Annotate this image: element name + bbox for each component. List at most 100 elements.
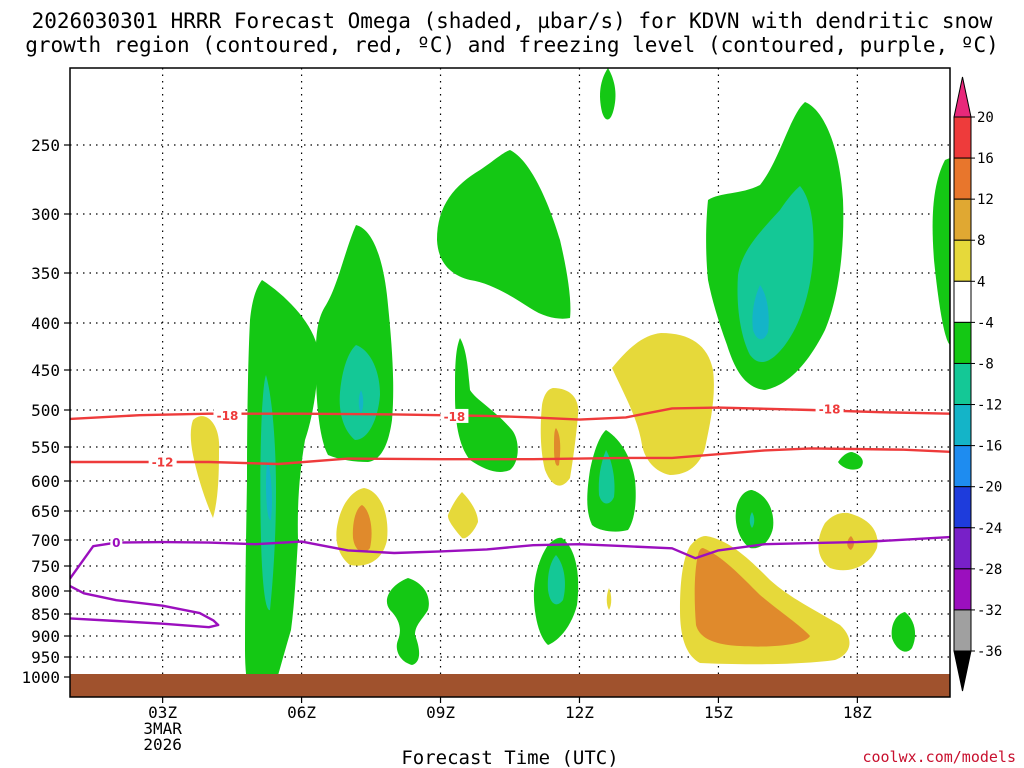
y-tick-label: 400 [31,314,60,333]
colorbar-swatch [953,445,972,488]
contour-label: -18 [217,409,239,423]
colorbar-label: -16 [977,439,1002,455]
y-tick-label: 750 [31,557,60,576]
colorbar-swatch [953,527,972,570]
omega-negative-region [598,450,615,504]
contour-label: -18 [819,402,841,416]
omega-negative-region [386,578,429,665]
x-tick-sublabel: 3MAR [143,719,182,738]
y-tick-label: 800 [31,582,60,601]
x-tick-sublabel: 2026 [143,735,182,754]
omega-negative-region [245,280,318,697]
colorbar-label: -12 [977,398,1002,414]
colorbar-label: 16 [977,151,994,167]
gridlines [70,68,950,697]
colorbar-label: -28 [977,562,1002,578]
colorbar-label: -20 [977,480,1002,496]
colorbar-swatch [953,321,972,364]
omega-positive-region [190,416,220,518]
ground-edge [70,674,950,680]
y-tick-label: 850 [31,605,60,624]
y-tick-label: 600 [31,472,60,491]
colorbar-swatch [953,198,972,241]
y-tick-label: 900 [31,627,60,646]
contour-label: 0 [112,536,120,550]
x-tick-label: 18Z [843,703,872,722]
colorbar-bottom-arrow [953,650,972,692]
isotherm-dendritic-bottom [70,447,950,466]
omega-negative-region [891,612,916,652]
omega-negative-region [752,285,769,340]
x-tick-label: 03Z [148,703,177,722]
source-credit: coolwx.com/models [862,748,1016,766]
omega-positive-region [612,333,714,475]
contour-label-background [440,408,469,423]
colorbar-swatch [953,157,972,200]
colorbar: 20 16 12 8 4 -4 -8 -12 -16 -20 -24 -28 -32 -36 [953,76,1002,692]
colorbar-label: 20 [977,110,994,126]
omega-negative-region [437,150,571,319]
colorbar-swatch [953,486,972,529]
colorbar-swatch [953,404,972,447]
omega-negative-region [547,555,565,605]
colorbar-swatch [953,116,972,159]
colorbar-swatch [953,239,972,282]
plot-frame [69,67,951,698]
colorbar-swatch [953,280,972,323]
y-tick-label: 650 [31,502,60,521]
omega-negative-region [749,512,755,528]
omega-negative-region [600,68,616,120]
colorbar-label: -8 [977,356,994,372]
contour-label-background [815,401,844,416]
x-tick-label: 06Z [287,703,316,722]
omega-negative-region [455,338,518,472]
omega-positive-region [606,588,612,610]
omega-positive-region [447,492,478,539]
y-tick-label: 300 [31,205,60,224]
y-tick-label: 500 [31,401,60,420]
x-tick-label: 12Z [565,703,594,722]
colorbar-swatch [953,362,972,406]
omega-positive-region [554,428,561,466]
colorbar-top-arrow [953,76,972,118]
y-tick-label: 450 [31,361,60,380]
contour-label-background [110,535,123,550]
y-tick-label: 250 [31,136,60,155]
colorbar-label: -4 [977,315,994,331]
plot-area: -18 -18 -18 -12 0 [70,68,950,697]
colorbar-label: -36 [977,644,1002,660]
y-tick-label: 1000 [21,668,60,687]
contour-label: -18 [444,410,466,424]
ground-below-surface [70,674,950,697]
isotherm-freezing-level-lower [70,584,220,629]
x-axis-label: Forecast Time (UTC) [401,747,618,768]
contour-label-background [148,454,177,469]
y-tick-label: 950 [31,648,60,667]
colorbar-label: -24 [977,521,1002,537]
x-tick-label: 09Z [426,703,455,722]
omega-negative-shading [245,68,950,697]
x-tick-label: 15Z [704,703,733,722]
contour-label: -12 [152,455,174,469]
colorbar-label: 12 [977,192,994,208]
colorbar-label: 8 [977,233,985,249]
omega-positive-region [694,548,810,647]
colorbar-swatch [953,568,972,611]
omega-negative-region [339,345,380,440]
omega-positive-region [540,388,579,486]
chart-title-line1: 2026030301 HRRR Forecast Omega (shaded, … [32,9,993,33]
isotherm-contours: -18 -18 -18 -12 0 [70,401,950,629]
colorbar-swatch [953,609,972,652]
contour-label-background [213,408,242,423]
y-tick-label: 350 [31,264,60,283]
omega-negative-region [358,390,364,413]
omega-negative-region [266,460,272,521]
omega-negative-region [838,452,863,470]
colorbar-label: 4 [977,274,985,290]
y-axis: 250 300 350 400 450 500 550 600 650 700 750 800 850 9… [21,136,70,687]
omega-negative-region [932,158,950,345]
isotherm-freezing-level [70,535,950,580]
omega-negative-region [735,490,774,549]
